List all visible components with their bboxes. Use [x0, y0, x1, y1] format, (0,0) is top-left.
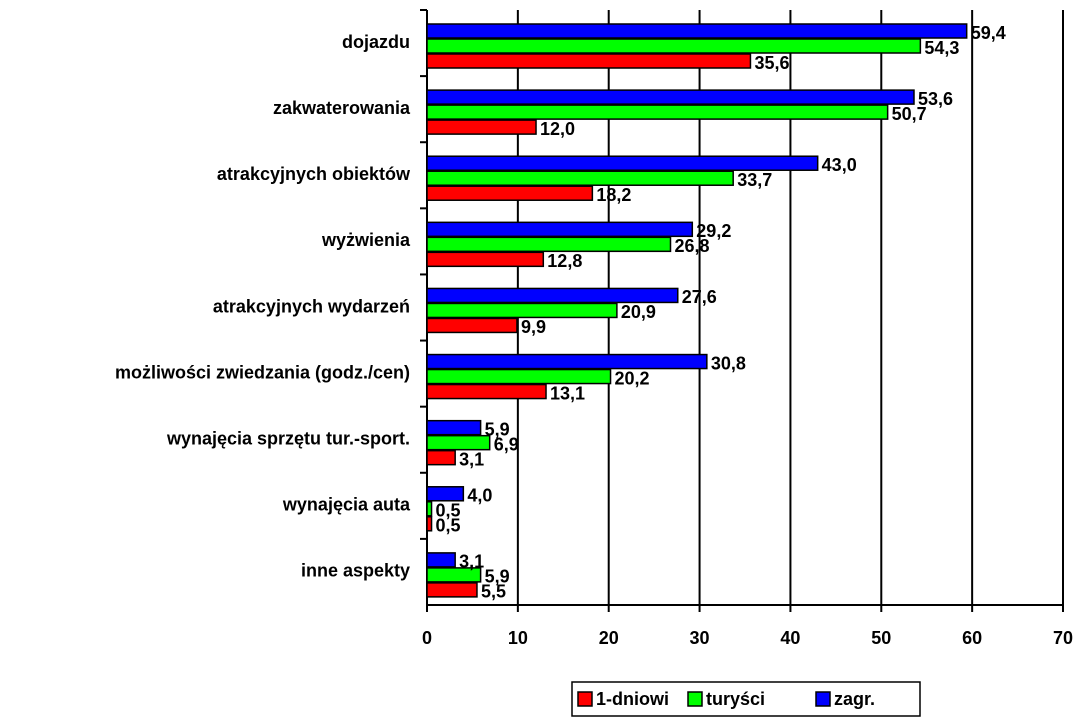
value-label: 5,9: [485, 567, 510, 587]
value-label: 13,1: [550, 383, 585, 403]
x-tick-label: 50: [871, 628, 891, 648]
bar: [426, 368, 612, 385]
x-tick-label: 0: [422, 628, 432, 648]
bar: [426, 38, 922, 54]
bar: [426, 185, 594, 201]
value-label: 20,2: [615, 368, 650, 388]
value-label: 50,7: [892, 104, 927, 124]
bar: [426, 582, 478, 598]
y-tick-label: wynajęcia auta: [282, 495, 411, 515]
value-label: 0,5: [436, 501, 461, 521]
value-label: 6,9: [494, 434, 519, 454]
bar: [426, 236, 672, 253]
bar: [426, 434, 491, 451]
value-label: 54,3: [924, 38, 959, 58]
value-label: 59,4: [971, 23, 1006, 43]
y-tick-label: atrakcyjnych obiektów: [217, 164, 411, 184]
value-label: 27,6: [682, 287, 717, 307]
value-label: 9,9: [521, 317, 546, 337]
y-tick-label: dojazdu: [342, 32, 410, 52]
value-label: 5,5: [481, 582, 506, 602]
x-tick-label: 40: [780, 628, 800, 648]
value-label: 4,0: [467, 486, 492, 506]
value-label: 12,0: [540, 119, 575, 139]
x-tick-label: 70: [1053, 628, 1073, 648]
y-tick-label: możliwości zwiedzania (godz./cen): [115, 362, 410, 382]
bar: [426, 251, 545, 268]
value-label: 12,8: [547, 251, 582, 271]
y-tick-label: wynajęcia sprzętu tur.-sport.: [166, 428, 410, 448]
bar: [426, 221, 694, 238]
bar: [426, 23, 968, 39]
bar: [426, 119, 537, 135]
value-label: 5,9: [485, 419, 510, 439]
bar: [426, 287, 679, 304]
bar: [426, 302, 618, 319]
value-label: 30,8: [711, 353, 746, 373]
value-label: 3,1: [459, 449, 484, 469]
value-label: 0,5: [436, 516, 461, 536]
bar: [426, 317, 518, 334]
x-tick-label: 10: [508, 628, 528, 648]
bar: [426, 155, 819, 171]
bar: [426, 89, 915, 105]
legend-swatch: [815, 691, 831, 707]
bar: [426, 449, 456, 466]
x-tick-label: 60: [962, 628, 982, 648]
bar: [426, 53, 752, 69]
legend-label: zagr.: [834, 689, 875, 709]
legend-swatch: [687, 691, 703, 707]
bar: [426, 552, 456, 568]
bar: [426, 516, 433, 532]
y-tick-label: inne aspekty: [301, 561, 410, 581]
legend-label: turyści: [706, 689, 765, 709]
value-label: 33,7: [737, 170, 772, 190]
value-label: 26,8: [674, 236, 709, 256]
bar: [426, 353, 708, 370]
value-label: 20,9: [621, 302, 656, 322]
x-tick-label: 30: [690, 628, 710, 648]
bar: [426, 419, 482, 436]
y-tick-label: zakwaterowania: [273, 98, 411, 118]
value-label: 35,6: [754, 53, 789, 73]
y-tick-label: atrakcyjnych wydarzeń: [213, 296, 410, 316]
value-label: 18,2: [596, 185, 631, 205]
bar: [426, 567, 482, 583]
bar: [426, 486, 465, 502]
value-label: 29,2: [696, 221, 731, 241]
value-label: 43,0: [822, 155, 857, 175]
bar: [426, 104, 889, 120]
legend-label: 1-dniowi: [596, 689, 669, 709]
legend-box: [571, 681, 921, 717]
value-label: 3,1: [459, 552, 484, 572]
bar: [426, 383, 547, 400]
x-tick-label: 20: [599, 628, 619, 648]
legend-swatch: [577, 691, 593, 707]
value-label: 53,6: [918, 89, 953, 109]
bar: [426, 501, 433, 517]
y-tick-label: wyżwienia: [321, 230, 411, 250]
bar: [426, 170, 734, 186]
